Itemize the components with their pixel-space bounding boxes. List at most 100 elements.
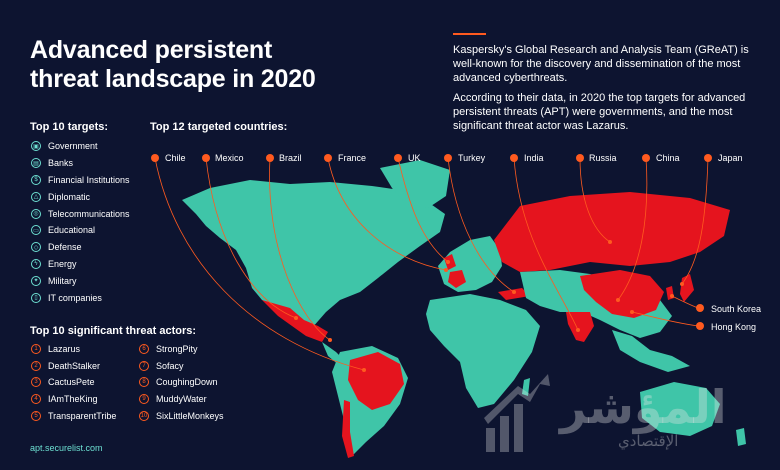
marker-china — [616, 298, 620, 302]
marker-france — [444, 268, 448, 272]
country-label-south-korea: South Korea — [711, 304, 762, 314]
target-label: Military — [48, 275, 77, 286]
brazil-highlight — [348, 352, 404, 410]
marker-hong-kong — [630, 310, 634, 314]
actor-item: 9 MuddyWater — [139, 391, 224, 408]
target-item: ▣ Government — [31, 138, 130, 155]
greenland-landmass — [380, 160, 450, 208]
watermark-bar-3 — [514, 404, 523, 452]
country-dot — [266, 154, 274, 162]
connector-chile — [154, 157, 365, 371]
target-item: ◇ Defense — [31, 239, 130, 256]
target-label: Defense — [48, 242, 82, 253]
watermark-bar-1 — [486, 428, 495, 452]
country-dot — [444, 154, 452, 162]
country-dot — [394, 154, 402, 162]
actor-name: MuddyWater — [156, 394, 207, 405]
securelist-link[interactable]: apt.securelist.com — [30, 443, 103, 453]
bank-icon: ▤ — [31, 158, 41, 169]
actor-item: 2 DeathStalker — [31, 358, 116, 375]
country-dot — [696, 322, 704, 330]
connector-russia — [579, 157, 611, 243]
actor-item: 3 CactusPete — [31, 374, 116, 391]
connector-mexico — [205, 157, 297, 319]
country-label-russia: Russia — [589, 153, 617, 163]
marker-india — [576, 328, 580, 332]
actor-rank: 10 — [139, 410, 149, 421]
marker-chile — [362, 368, 366, 372]
actor-item: 6 StrongPity — [139, 341, 224, 358]
country-dot — [202, 154, 210, 162]
coin-icon: $ — [31, 174, 41, 185]
antenna-icon: ◎ — [31, 208, 41, 219]
target-label: Energy — [48, 258, 77, 269]
actor-item: 7 Sofacy — [139, 358, 224, 375]
actor-name: DeathStalker — [48, 360, 101, 371]
actor-name: CactusPete — [48, 377, 95, 388]
target-item: ϟ Energy — [31, 256, 130, 273]
marker-japan — [680, 282, 684, 286]
connector-brazil — [269, 157, 331, 341]
target-label: Telecommunications — [48, 208, 130, 219]
target-label: Educational — [48, 225, 96, 236]
target-item: ◎ Telecommunications — [31, 205, 130, 222]
country-dot — [324, 154, 332, 162]
star-icon: ✦ — [31, 275, 41, 286]
north-america-landmass — [182, 180, 445, 328]
mexico-highlight — [262, 300, 328, 342]
connector-turkey — [447, 157, 515, 293]
country-label-chile: Chile — [165, 153, 186, 163]
actor-rank: 4 — [31, 394, 41, 405]
connector-india — [513, 157, 579, 331]
country-label-india: India — [524, 153, 544, 163]
actor-item: 1 Lazarus — [31, 341, 116, 358]
watermark-logo — [484, 374, 550, 452]
actor-item: 5 TransparentTribe — [31, 407, 116, 424]
bolt-icon: ϟ — [31, 258, 41, 269]
actors-heading: Top 10 significant threat actors: — [30, 325, 197, 337]
target-item: ▭ Educational — [31, 222, 130, 239]
connector-france — [327, 157, 447, 271]
actor-name: Lazarus — [48, 344, 81, 355]
france-highlight — [448, 270, 466, 288]
target-label: IT companies — [48, 292, 102, 303]
intro-paragraph-2: According to their data, in 2020 the top… — [453, 92, 746, 132]
title-line-1: Advanced persistent — [30, 36, 273, 64]
target-item: ▤ Banks — [31, 155, 130, 172]
marker-russia — [608, 240, 612, 244]
country-label-uk: UK — [408, 153, 421, 163]
actor-name: TransparentTribe — [48, 410, 117, 421]
country-label-brazil: Brazil — [279, 153, 302, 163]
connector-uk — [397, 157, 449, 263]
country-dot — [704, 154, 712, 162]
actor-rank: 5 — [31, 410, 41, 421]
connector-china — [617, 157, 648, 301]
intro-paragraph-1: Kaspersky's Global Research and Analysis… — [453, 44, 749, 84]
target-label: Financial Institutions — [48, 174, 130, 185]
watermark-arrow — [484, 374, 550, 424]
india-highlight — [566, 312, 594, 342]
actor-name: StrongPity — [156, 344, 198, 355]
watermark-bar-2 — [500, 416, 509, 452]
actor-rank: 7 — [139, 360, 149, 371]
country-label-france: France — [338, 153, 367, 163]
korea-highlight — [666, 286, 674, 300]
server-icon: ▯ — [31, 292, 41, 303]
country-label-china: China — [656, 153, 680, 163]
target-item: △ Diplomatic — [31, 188, 130, 205]
watermark-main-text: المؤشر — [560, 380, 727, 434]
actor-item: 10 SixLittleMonkeys — [139, 407, 224, 424]
australia-landmass — [640, 382, 720, 436]
actor-rank: 6 — [139, 344, 149, 355]
actor-item: 4 IAmTheKing — [31, 391, 116, 408]
watermark-sub-text: الإقتصادي — [618, 432, 679, 450]
asia-landmass — [520, 270, 672, 338]
target-label: Banks — [48, 158, 74, 169]
country-dot — [576, 154, 584, 162]
country-label-japan: Japan — [718, 153, 743, 163]
country-dot — [151, 154, 159, 162]
connector-hong-kong — [631, 311, 699, 327]
shield-icon: ◇ — [31, 242, 41, 253]
targets-heading: Top 10 targets: — [30, 121, 109, 133]
targets-list: ▣ Government ▤ Banks $ Financial Institutio… — [31, 138, 130, 306]
